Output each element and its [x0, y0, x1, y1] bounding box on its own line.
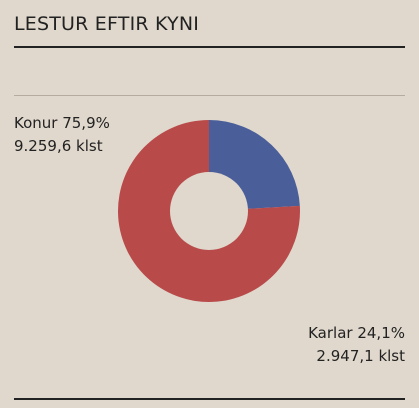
- konur-label: Konur 75,9% 9.259,6 klst: [14, 112, 110, 158]
- konur-value-label: 9.259,6 klst: [14, 137, 103, 155]
- karlar-value-label: 2.947,1 klst: [316, 347, 405, 365]
- donut-hole: [170, 172, 248, 250]
- divider: [14, 95, 405, 96]
- title-underline: [14, 46, 405, 48]
- karlar-percent-label: Karlar 24,1%: [308, 324, 405, 342]
- chart-title: LESTUR EFTIR KYNI: [14, 13, 200, 35]
- karlar-label: Karlar 24,1% 2.947,1 klst: [308, 322, 405, 368]
- konur-percent-label: Konur 75,9%: [14, 114, 110, 132]
- bottom-rule: [14, 398, 405, 400]
